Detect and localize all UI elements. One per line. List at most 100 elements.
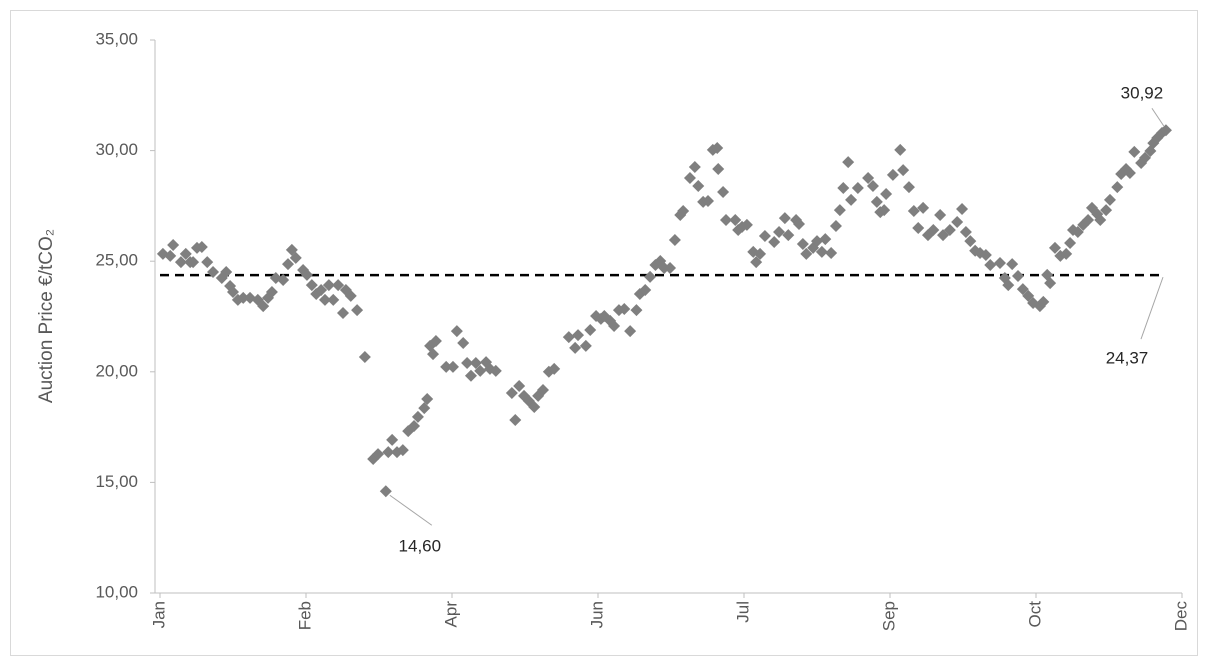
data-point (327, 293, 340, 306)
data-point (1011, 270, 1024, 283)
reference-label: 24,37 (1106, 349, 1149, 368)
data-point (624, 325, 637, 338)
data-point (411, 410, 424, 423)
data-point (1128, 145, 1141, 158)
data-point (829, 220, 842, 233)
data-point (513, 379, 526, 392)
data-point (528, 400, 541, 413)
data-point (1037, 295, 1050, 308)
data-point (457, 337, 470, 350)
data-point (878, 204, 891, 217)
x-tick-label: Feb (295, 601, 314, 630)
data-point (934, 208, 947, 221)
data-point (1111, 181, 1124, 194)
data-point (688, 160, 701, 173)
data-point (427, 348, 440, 361)
data-point (1048, 241, 1061, 254)
data-point (964, 235, 977, 248)
data-point (897, 164, 910, 177)
data-point (719, 214, 732, 227)
data-point (773, 226, 786, 239)
data-point (179, 247, 192, 260)
data-point (927, 224, 940, 237)
data-point (505, 387, 518, 400)
data-point (912, 222, 925, 235)
data-point (281, 258, 294, 271)
data-point (701, 195, 714, 208)
data-point (429, 335, 442, 348)
data-point (842, 156, 855, 169)
data-point (845, 193, 858, 206)
data-point (220, 266, 233, 279)
data-point (408, 419, 421, 432)
data-point (289, 251, 302, 264)
data-point (318, 293, 331, 306)
data-point (300, 268, 313, 281)
data-point (396, 444, 409, 457)
data-point (993, 256, 1006, 269)
data-point (758, 229, 771, 242)
data-point (692, 179, 705, 192)
data-point (386, 433, 399, 446)
data-point (1082, 214, 1095, 227)
data-point (664, 262, 677, 275)
data-point (894, 143, 907, 156)
data-point (332, 279, 345, 292)
data-point (164, 249, 177, 262)
data-point (639, 283, 652, 296)
data-point (207, 266, 220, 279)
data-point (833, 204, 846, 217)
data-point (630, 304, 643, 317)
data-point (668, 233, 681, 246)
data-point (1060, 247, 1073, 260)
data-point (446, 360, 459, 373)
y-tick-label: 20,00 (95, 361, 138, 380)
data-point (712, 162, 725, 175)
data-point (1071, 226, 1084, 239)
y-tick-label: 25,00 (95, 251, 138, 270)
data-point (851, 181, 864, 194)
x-tick-label: Sep (879, 601, 898, 631)
y-tick-label: 35,00 (95, 29, 138, 48)
data-point (1006, 258, 1019, 271)
y-axis-title: Auction Price €/tCO₂ (36, 229, 57, 403)
x-tick-label: Jun (587, 601, 606, 628)
data-point (729, 214, 742, 227)
y-tick-label: 10,00 (95, 582, 138, 601)
data-point (815, 245, 828, 258)
data-point (750, 256, 763, 269)
data-point (562, 331, 575, 344)
data-point (1002, 279, 1015, 292)
data-point (569, 341, 582, 354)
data-point (351, 304, 364, 317)
data-point (1123, 166, 1136, 179)
data-point (469, 356, 482, 369)
data-point (265, 285, 278, 298)
data-point (201, 256, 214, 269)
data-point (358, 350, 371, 363)
data-point (951, 216, 964, 229)
data-point (174, 256, 187, 269)
data-point (907, 204, 920, 217)
data-point (548, 362, 561, 375)
data-point (584, 323, 597, 336)
data-point (943, 224, 956, 237)
data-point (984, 258, 997, 271)
data-point (1044, 277, 1057, 290)
data-point (866, 179, 879, 192)
data-point (461, 356, 474, 369)
data-point (740, 218, 753, 231)
data-point (509, 414, 522, 427)
data-point (792, 218, 805, 231)
data-point (880, 187, 893, 200)
data-point (1016, 283, 1029, 296)
x-tick-label: Jul (733, 601, 752, 623)
chart-border (10, 10, 1198, 656)
data-point (277, 274, 290, 287)
data-point (421, 393, 434, 406)
data-point (1103, 193, 1116, 206)
x-tick-label: Dec (1171, 601, 1190, 632)
data-point (237, 291, 250, 304)
data-point (379, 485, 392, 498)
